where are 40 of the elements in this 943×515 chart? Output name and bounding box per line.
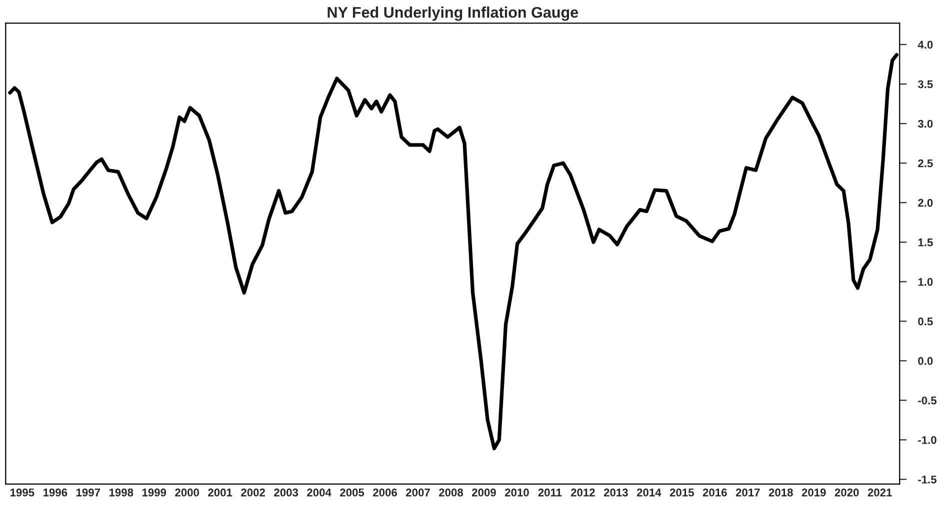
x-tick-label: 1999 [142,488,166,496]
x-tick-label: 2008 [439,488,464,496]
x-tick-label: 2007 [406,488,430,496]
x-tick-label: 1995 [10,488,34,496]
x-tick-label: 2009 [472,488,496,496]
x-tick-label: 2015 [670,488,694,496]
x-tick-label: 2019 [802,488,826,496]
x-tick-label: 2003 [274,488,298,496]
y-tick-label: 3.0 [918,120,933,128]
y-tick-label: 0.5 [918,318,933,326]
y-tick-label: -1.5 [918,476,937,484]
y-tick-label: 1.0 [918,278,933,286]
y-tick-label: 2.5 [918,159,933,168]
x-tick-label: 2002 [241,488,265,496]
y-tick-label: 1.5 [918,238,933,246]
x-tick-label: 2020 [834,488,859,496]
x-tick-label: 2011 [538,488,562,496]
x-tick-label: 2014 [636,488,662,496]
x-tick-label: 2005 [340,488,364,496]
x-tick-label: 2017 [736,488,760,496]
x-tick-label: 2012 [570,488,595,496]
x-tick-label: 2000 [175,488,199,496]
y-tick-label: 2.0 [918,198,933,207]
x-tick-label: 2010 [504,488,529,496]
chart-title: NY Fed Underlying Inflation Gauge [328,6,578,21]
y-tick-label: -1.0 [918,436,936,444]
y-tick-label: 4.0 [918,40,933,49]
x-tick-label: 1998 [109,488,134,496]
x-tick-label: 2013 [604,488,628,496]
y-tick-label: -0.5 [918,396,937,404]
x-tick-label: 1996 [43,488,68,496]
y-tick-label: 3.5 [918,80,933,88]
x-tick-label: 2016 [702,488,727,496]
x-tick-label: 2004 [307,488,332,496]
x-tick-label: 2006 [373,488,397,496]
x-tick-label: 1997 [76,488,100,496]
x-tick-label: 2018 [768,488,793,496]
x-tick-label: 2001 [208,488,232,496]
x-tick-label: 2021 [868,488,892,496]
y-tick-label: 0.0 [918,357,933,365]
